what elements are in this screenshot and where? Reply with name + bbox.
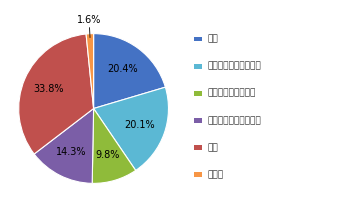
Text: 反対: 反対 bbox=[207, 143, 218, 152]
Text: 1.6%: 1.6% bbox=[77, 15, 102, 25]
Text: どちらともいえない: どちらともいえない bbox=[207, 89, 255, 98]
Text: 賛成: 賛成 bbox=[207, 35, 218, 44]
Wedge shape bbox=[92, 108, 136, 183]
Text: どちらかといえば反対: どちらかといえば反対 bbox=[207, 116, 261, 125]
Wedge shape bbox=[34, 108, 94, 183]
Wedge shape bbox=[94, 34, 165, 108]
Wedge shape bbox=[19, 34, 94, 154]
Text: 20.1%: 20.1% bbox=[124, 120, 155, 130]
Text: どちらかといえば賛成: どちらかといえば賛成 bbox=[207, 62, 261, 71]
Text: 14.3%: 14.3% bbox=[57, 147, 87, 157]
Wedge shape bbox=[94, 87, 168, 170]
Text: 9.8%: 9.8% bbox=[95, 150, 120, 160]
Text: 無回答: 無回答 bbox=[207, 170, 223, 179]
Wedge shape bbox=[86, 34, 94, 108]
Text: 33.8%: 33.8% bbox=[34, 84, 64, 94]
Text: 20.4%: 20.4% bbox=[107, 64, 138, 74]
